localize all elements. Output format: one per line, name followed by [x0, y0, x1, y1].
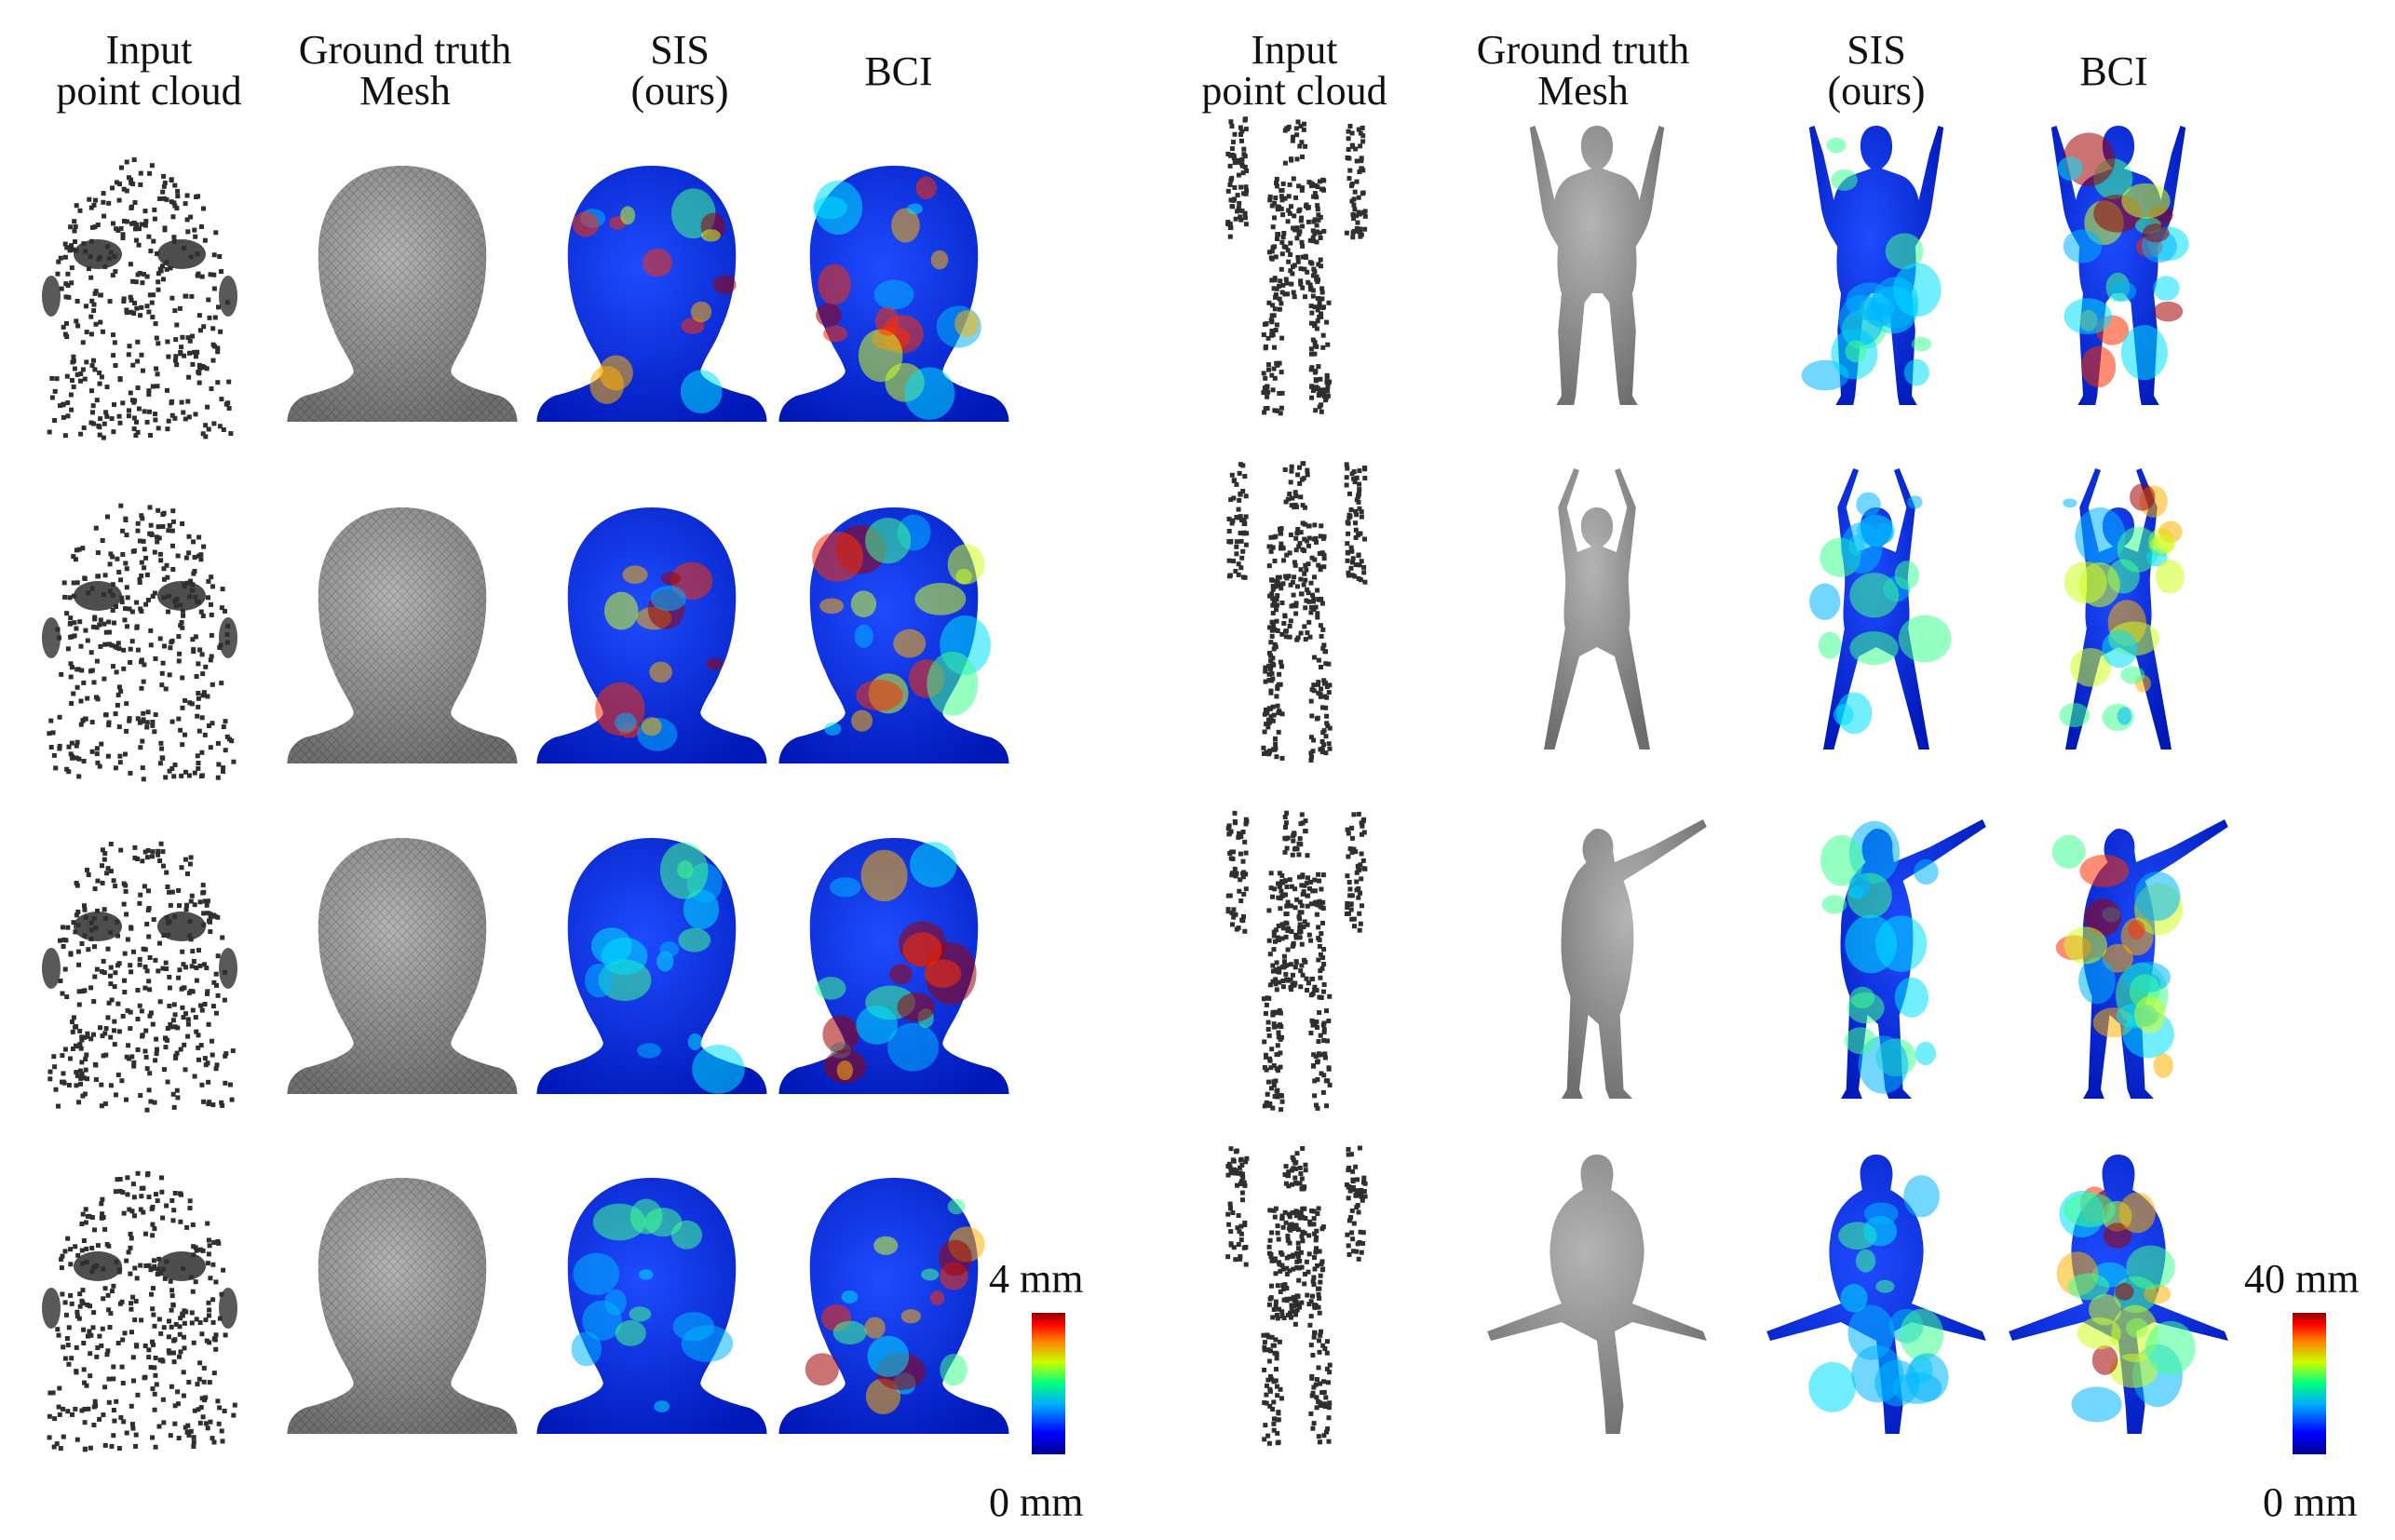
head-sis-error-row-1 [536, 166, 767, 422]
body-bci-error-row-4 [2009, 1155, 2228, 1434]
left-colorbar-max-label: 4 mm [989, 1256, 1084, 1302]
head-bci-error-row-1 [778, 166, 1009, 422]
left-header-sis: SIS (ours) [630, 27, 729, 114]
head-pointcloud-row-1 [42, 157, 237, 440]
body-bci-error-row-3 [2051, 819, 2228, 1099]
head-bci-error-row-3 [778, 838, 1009, 1094]
head-bci-error-row-2 [778, 507, 1009, 763]
left-colorbar [1032, 1313, 1065, 1454]
body-pointcloud-row-4 [1225, 1145, 1368, 1446]
head-mesh-row-1 [287, 166, 518, 422]
head-bci-error-row-4 [778, 1178, 1009, 1434]
body-mesh-row-1 [1529, 126, 1665, 405]
left-header-bci: BCI [864, 48, 933, 94]
body-sis-error-row-2 [1809, 468, 1952, 750]
body-bci-error-row-1 [2050, 126, 2189, 405]
body-mesh-row-4 [1487, 1155, 1707, 1434]
body-mesh-row-2 [1544, 468, 1650, 750]
right-header-ground-truth: Ground truth Mesh [1476, 27, 1690, 114]
head-sis-error-row-3 [536, 838, 767, 1094]
head-mesh-row-2 [287, 507, 518, 763]
head-mesh-row-3 [287, 838, 518, 1094]
left-header-input: Input point cloud [56, 27, 242, 114]
right-header-bci: BCI [2079, 48, 2148, 94]
left-colorbar-min-label: 0 mm [989, 1479, 1084, 1525]
body-sis-error-row-3 [1820, 819, 1986, 1099]
body-pointcloud-row-3 [1225, 810, 1368, 1113]
right-colorbar-min-label: 0 mm [2263, 1479, 2358, 1525]
left-header-ground-truth: Ground truth Mesh [298, 27, 512, 114]
head-pointcloud-row-4 [42, 1170, 237, 1452]
body-bci-error-row-2 [2059, 468, 2185, 750]
body-pointcloud-row-1 [1225, 116, 1368, 416]
right-header-sis: SIS (ours) [1827, 27, 1926, 114]
body-sis-error-row-1 [1801, 126, 1944, 405]
head-sis-error-row-2 [536, 507, 767, 763]
body-sis-error-row-4 [1766, 1155, 1986, 1434]
right-header-input: Input point cloud [1201, 27, 1387, 114]
body-mesh-row-3 [1561, 819, 1707, 1099]
head-pointcloud-row-3 [42, 841, 237, 1113]
head-mesh-row-4 [287, 1178, 518, 1434]
right-colorbar-max-label: 40 mm [2244, 1256, 2360, 1302]
right-colorbar [2293, 1313, 2326, 1454]
body-pointcloud-row-2 [1226, 461, 1368, 763]
head-pointcloud-row-2 [42, 503, 237, 782]
head-sis-error-row-4 [536, 1178, 767, 1434]
